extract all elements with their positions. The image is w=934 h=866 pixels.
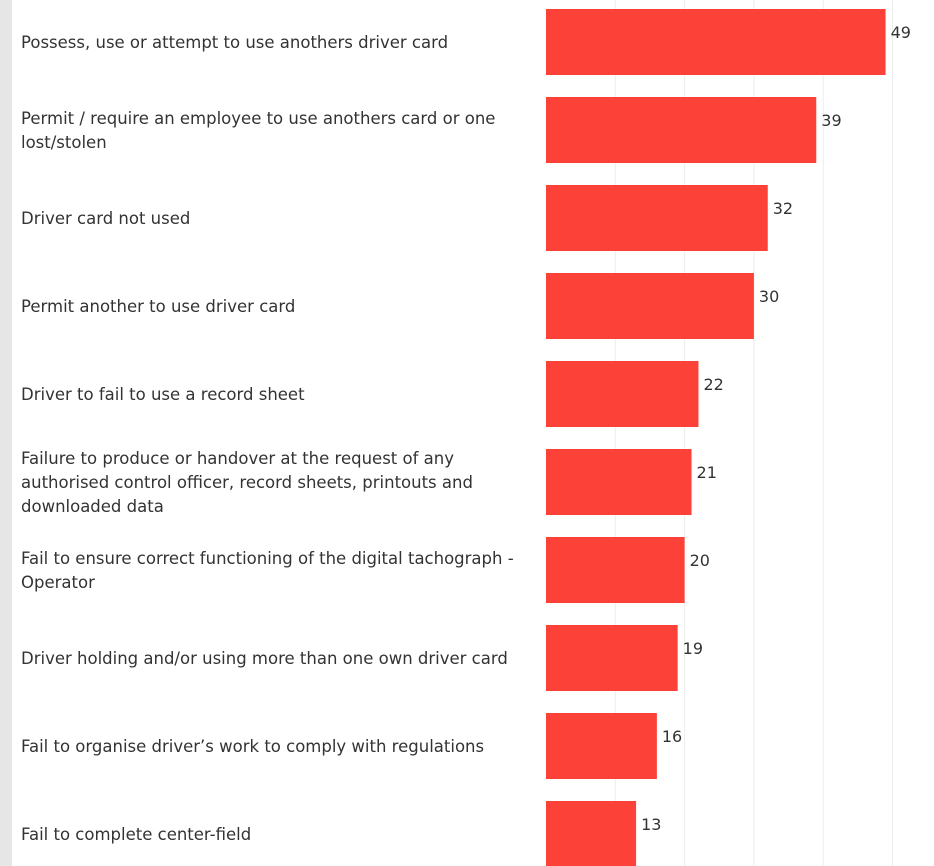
left-strip xyxy=(0,0,12,866)
category-label: Fail to complete center-field xyxy=(21,825,251,844)
category-label-line: Fail to complete center-field xyxy=(21,825,251,844)
value-label: 49 xyxy=(891,23,911,42)
bar[interactable] xyxy=(546,801,637,866)
category-label: Fail to ensure correct functioning of th… xyxy=(21,549,514,592)
bar[interactable] xyxy=(546,537,685,603)
category-label-line: downloaded data xyxy=(21,497,164,516)
category-label-line: Operator xyxy=(21,573,95,592)
category-label: Fail to organise driver’s work to comply… xyxy=(21,737,484,756)
value-label: 16 xyxy=(662,727,682,746)
category-label: Failure to produce or handover at the re… xyxy=(21,449,473,516)
value-label: 13 xyxy=(641,815,661,834)
value-label: 20 xyxy=(690,551,710,570)
category-label-line: lost/stolen xyxy=(21,133,107,152)
category-label-line: Driver card not used xyxy=(21,209,190,228)
category-label: Driver to fail to use a record sheet xyxy=(21,385,305,404)
category-label-line: Possess, use or attempt to use anothers … xyxy=(21,33,448,52)
bar[interactable] xyxy=(546,97,817,163)
bar[interactable] xyxy=(546,273,754,339)
bar[interactable] xyxy=(546,713,657,779)
category-label-line: Driver to fail to use a record sheet xyxy=(21,385,305,404)
category-label: Possess, use or attempt to use anothers … xyxy=(21,33,448,52)
value-label: 19 xyxy=(683,639,703,658)
category-label-line: Failure to produce or handover at the re… xyxy=(21,449,454,468)
category-label-line: Permit / require an employee to use anot… xyxy=(21,109,495,128)
bar[interactable] xyxy=(546,185,768,251)
value-label: 32 xyxy=(773,199,793,218)
category-label-line: Driver holding and/or using more than on… xyxy=(21,649,508,668)
category-label: Permit / require an employee to use anot… xyxy=(21,109,495,152)
category-label: Driver holding and/or using more than on… xyxy=(21,649,508,668)
value-label: 21 xyxy=(697,463,717,482)
category-label: Driver card not used xyxy=(21,209,190,228)
category-label-line: authorised control officer, record sheet… xyxy=(21,473,473,492)
bar[interactable] xyxy=(546,361,699,427)
bar[interactable] xyxy=(546,9,886,75)
category-label-line: Permit another to use driver card xyxy=(21,297,295,316)
category-label: Permit another to use driver card xyxy=(21,297,295,316)
value-label: 39 xyxy=(821,111,841,130)
value-label: 30 xyxy=(759,287,779,306)
category-label-line: Fail to organise driver’s work to comply… xyxy=(21,737,484,756)
value-label: 22 xyxy=(703,375,723,394)
bar[interactable] xyxy=(546,625,678,691)
bar[interactable] xyxy=(546,449,692,515)
category-label-line: Fail to ensure correct functioning of th… xyxy=(21,549,514,568)
